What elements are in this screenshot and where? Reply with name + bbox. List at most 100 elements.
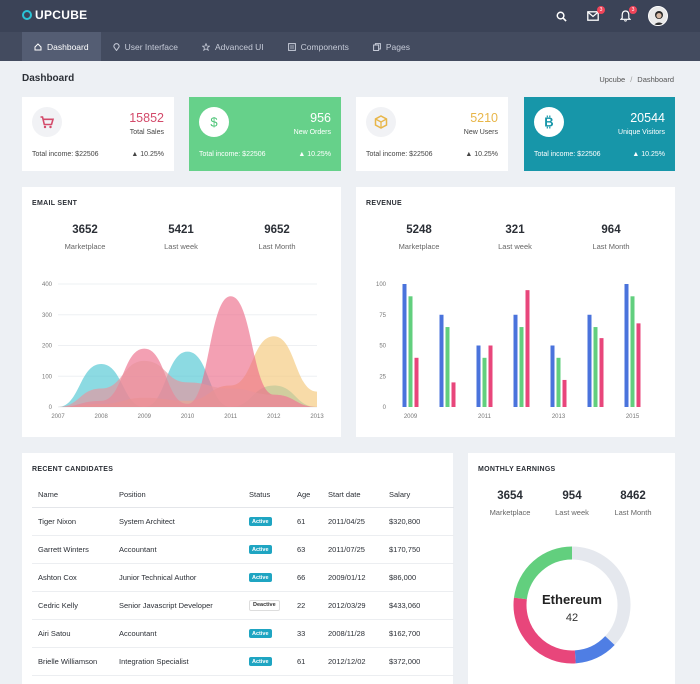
bar [630,296,635,407]
brand-logo[interactable]: UPCUBE [22,8,87,22]
metric-value: 8462 [620,490,646,502]
candidate-name: Cedric Kelly [32,591,119,620]
candidate-salary: $170,750 [389,535,454,564]
candidate-start-date: 2012/12/02 [328,647,389,676]
y-tick-label: 300 [42,313,53,319]
stat-change-value: 10.25% [474,151,498,158]
column-header[interactable]: Status [249,483,297,508]
stat-change: ▲ 10.25% [465,151,498,158]
candidate-start-date: 2012/03/29 [328,591,389,620]
donut-slice [513,597,576,664]
nav-item-user-interface[interactable]: User Interface [101,32,190,61]
y-tick-label: 75 [379,313,386,319]
nav-item-advanced-ui[interactable]: Advanced UI [190,32,276,61]
star-icon [201,42,210,51]
avatar[interactable] [648,6,668,26]
metric-label: Marketplace [398,242,440,251]
donut-center-value: 42 [566,612,578,624]
nav-item-pages[interactable]: Pages [361,32,422,61]
stat-change: ▲ 10.25% [298,151,331,158]
metric-label: Marketplace [64,242,106,251]
stat-value: 15852 [129,111,164,125]
candidate-age: 61 [297,647,328,676]
metric-value: 321 [505,224,525,236]
stat-income: Total income: $22506 [199,151,266,158]
brand-name: UPCUBE [35,8,88,22]
stat-income: Total income: $22506 [32,151,99,158]
nav-item-components[interactable]: Components [276,32,361,61]
metric-value: 3652 [72,224,98,236]
table-row[interactable]: Cedric Kelly Senior Javascript Developer… [32,591,454,620]
card-title: EMAIL SENT [32,200,78,207]
nav-item-dashboard[interactable]: Dashboard [22,32,101,61]
candidate-position: Senior Javascript Developer [119,591,249,620]
bar [451,382,456,407]
cart-icon [32,107,62,137]
table-row[interactable]: Ashton Cox Junior Technical Author Activ… [32,563,454,592]
donut-slice [513,546,573,600]
donut-slice [571,546,631,646]
bar [414,357,419,407]
svg-text:B: B [544,115,553,130]
stat-change: ▲ 10.25% [632,151,665,158]
candidate-position: Junior Technical Author [119,563,249,592]
bar [513,314,518,407]
column-header[interactable]: Salary [389,483,454,508]
bar [599,338,604,407]
cube-icon [366,107,396,137]
stat-card-new-users: 5210 New Users Total income: $22506 ▲ 10… [356,97,508,171]
mail-badge: 3 [597,6,605,14]
candidate-name: Airi Satou [32,619,119,648]
metric-value: 3654 [497,490,523,502]
stat-change: ▲ 10.25% [131,151,164,158]
candidates-table: Name Position Status Age Start date Sala… [32,483,454,676]
x-tick-label: 2011 [478,414,492,420]
table-row[interactable]: Brielle Williamson Integration Specialis… [32,647,454,676]
candidate-status: Active [249,535,297,564]
breadcrumb-separator: / [630,75,633,84]
email-sent-card: EMAIL SENT 3652 Marketplace 5421 Last we… [22,187,341,437]
bar [525,290,530,407]
table-header-row: Name Position Status Age Start date Sala… [32,483,454,508]
table-row[interactable]: Tiger Nixon System Architect Active 61 2… [32,507,454,536]
candidate-salary: $372,000 [389,647,454,676]
bell-icon[interactable]: 3 [616,6,637,25]
mail-icon[interactable]: 3 [584,6,605,25]
candidate-age: 22 [297,591,328,620]
bitcoin-icon: B [534,107,564,137]
breadcrumb: Upcube / Dashboard [599,75,674,84]
breadcrumb-item[interactable]: Upcube [599,75,626,84]
location-pin-icon [113,42,120,51]
column-header[interactable]: Position [119,483,249,508]
metric: 9652 Last Month [237,224,317,251]
arrow-up-icon: ▲ [298,151,306,158]
column-header[interactable]: Name [32,483,119,508]
x-tick-label: 2015 [626,414,640,420]
table-row[interactable]: Garrett Winters Accountant Active 63 201… [32,535,454,564]
metric: 5421 Last week [141,224,221,251]
metric-label: Last week [164,242,198,251]
column-header[interactable]: Age [297,483,328,508]
candidate-salary: $433,060 [389,591,454,620]
search-icon[interactable] [552,7,570,25]
candidate-start-date: 2009/01/12 [328,563,389,592]
candidate-name: Garrett Winters [32,535,119,564]
copy-icon [372,42,381,51]
y-tick-label: 100 [376,282,387,288]
x-tick-label: 2009 [138,414,152,420]
metric-label: Last Month [592,242,630,251]
candidate-position: Integration Specialist [119,647,249,676]
y-tick-label: 25 [379,374,386,380]
bar [476,345,481,407]
metric-value: 9652 [264,224,290,236]
table-row[interactable]: Airi Satou Accountant Active 33 2008/11/… [32,619,454,648]
status-badge: Active [249,573,272,583]
column-header[interactable]: Start date [328,483,389,508]
stat-card-total-sales: 15852 Total Sales Total income: $22506 ▲… [22,97,174,171]
stat-income: Total income: $22506 [366,151,433,158]
nav-label: Components [300,41,349,52]
arrow-up-icon: ▲ [465,151,473,158]
status-badge: Active [249,545,272,555]
bar [439,314,444,407]
stat-change-value: 10.25% [641,151,665,158]
